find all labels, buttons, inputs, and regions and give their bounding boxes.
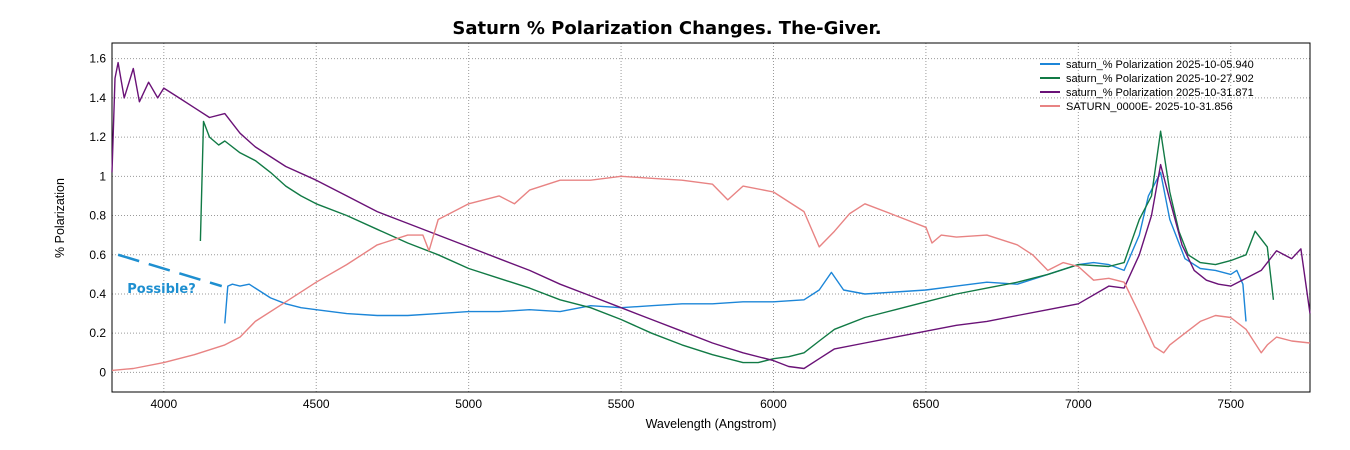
- y-tick-label: 1.6: [89, 52, 106, 66]
- series-line-3: [111, 61, 1311, 370]
- y-tick-label: 0.2: [89, 326, 106, 340]
- x-tick-label: 5500: [608, 397, 635, 411]
- y-axis-label: % Polarization: [53, 178, 67, 258]
- x-axis-label: Wavelength (Angstrom): [646, 417, 777, 431]
- plot-area-frame: [111, 42, 1311, 393]
- series-line-4: [111, 175, 1311, 372]
- x-tick-label: 6000: [760, 397, 787, 411]
- series-line-2: [199, 120, 1275, 364]
- series-lines: [111, 61, 1311, 372]
- legend-entry-3: saturn_% Polarization 2025-10-31.871: [1066, 87, 1254, 99]
- y-tick-label: 0.4: [89, 287, 106, 301]
- x-tick-label: 6500: [913, 397, 940, 411]
- y-tick-label: 0.8: [89, 209, 106, 223]
- possible-annotation-label: Possible?: [127, 282, 196, 297]
- annotations: Possible?: [117, 253, 223, 297]
- legend-entry-4: SATURN_0000E- 2025-10-31.856: [1066, 101, 1233, 113]
- y-tick-label: 0: [99, 365, 106, 379]
- y-tick-label: 0.6: [89, 248, 106, 262]
- x-tick-label: 7000: [1065, 397, 1092, 411]
- possible-annotation-dashed-line: [117, 253, 223, 288]
- chart-title: Saturn % Polarization Changes. The-Giver…: [452, 18, 881, 39]
- x-tick-label: 5000: [455, 397, 482, 411]
- x-tick-label: 7500: [1217, 397, 1244, 411]
- series-line-1: [224, 171, 1247, 324]
- legend-entry-1: saturn_% Polarization 2025-10-05.940: [1066, 59, 1254, 71]
- x-axis-ticks: 4000 4500 5000 5500 6000 6500 7000 7500: [150, 397, 1244, 411]
- grid: [112, 43, 1310, 392]
- legend-entry-2: saturn_% Polarization 2025-10-27.902: [1066, 73, 1254, 85]
- y-tick-label: 1.4: [89, 91, 106, 105]
- x-tick-label: 4500: [303, 397, 330, 411]
- y-tick-label: 1: [99, 169, 106, 183]
- legend: saturn_% Polarization 2025-10-05.940 satu…: [1040, 59, 1254, 113]
- x-tick-label: 4000: [150, 397, 177, 411]
- y-axis-ticks: 0 0.2 0.4 0.6 0.8 1 1.2 1.4 1.6: [89, 52, 106, 380]
- y-tick-label: 1.2: [89, 130, 106, 144]
